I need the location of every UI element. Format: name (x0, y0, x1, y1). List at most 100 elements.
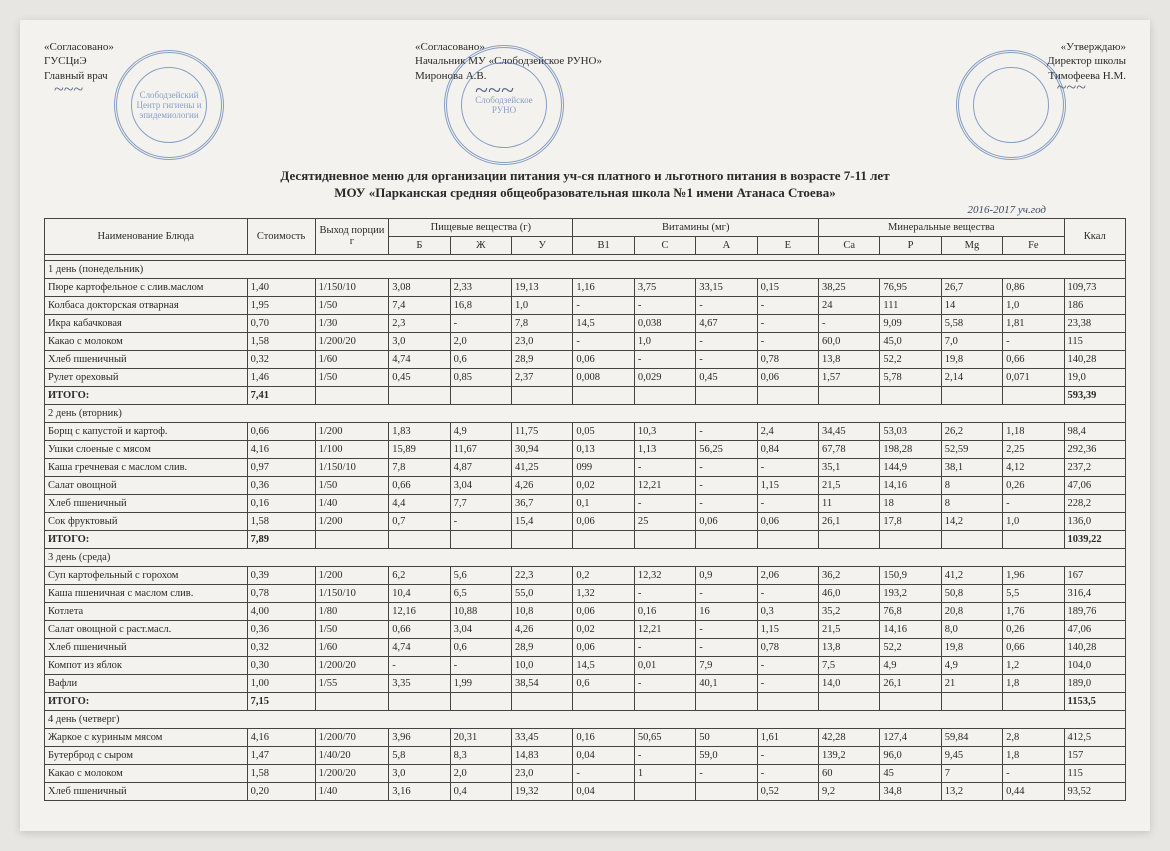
cell-value: 1/50 (315, 296, 389, 314)
cell-value: 1,76 (1003, 602, 1064, 620)
col-kcal: Ккал (1064, 218, 1125, 254)
day-title: 4 день (четверг) (45, 710, 1126, 728)
total-value (941, 386, 1002, 404)
total-value (1003, 386, 1064, 404)
cell-value: 186 (1064, 296, 1125, 314)
cell-value: 13,2 (941, 782, 1002, 800)
day-title: 3 день (среда) (45, 548, 1126, 566)
dish-name: Икра кабачковая (45, 314, 248, 332)
cell-value: 12,21 (634, 476, 695, 494)
cell-value: 0,4 (450, 782, 511, 800)
document-page: «Согласовано» ГУСЦиЭ Главный врач ~~~ «С… (20, 20, 1150, 831)
cell-value: 1/40 (315, 494, 389, 512)
cell-value: 0,06 (573, 602, 634, 620)
cell-value: 2,0 (450, 332, 511, 350)
cell-value: 1/60 (315, 350, 389, 368)
cell-value: - (1003, 332, 1064, 350)
cell-value: 3,75 (634, 278, 695, 296)
cell-value: 316,4 (1064, 584, 1125, 602)
cell-value: 0,36 (247, 476, 315, 494)
cell-value: 98,4 (1064, 422, 1125, 440)
total-value: 7,89 (247, 530, 315, 548)
total-row: ИТОГО:7,891039,22 (45, 530, 1126, 548)
cell-value: 76,8 (880, 602, 941, 620)
total-value (880, 530, 941, 548)
dish-name: Хлеб пшеничный (45, 494, 248, 512)
cell-value: 4,87 (450, 458, 511, 476)
cell-value (696, 782, 757, 800)
cell-value: 26,7 (941, 278, 1002, 296)
dish-name: Какао с молоком (45, 332, 248, 350)
cell-value: 0,16 (247, 494, 315, 512)
dish-name: Пюре картофельное с слив.маслом (45, 278, 248, 296)
table-row: Салат овощной0,361/500,663,044,260,0212,… (45, 476, 1126, 494)
cell-value: 76,95 (880, 278, 941, 296)
cell-value: 0,071 (1003, 368, 1064, 386)
total-value (818, 530, 879, 548)
cell-value: 1,99 (450, 674, 511, 692)
cell-value: 25 (634, 512, 695, 530)
cell-value: 14,16 (880, 620, 941, 638)
cell-value: 111 (880, 296, 941, 314)
cell-value: 10,8 (512, 602, 573, 620)
cell-value: 14,5 (573, 656, 634, 674)
cell-value: 34,45 (818, 422, 879, 440)
cell-value: 7 (941, 764, 1002, 782)
cell-value: 1,32 (573, 584, 634, 602)
cell-value: 0,13 (573, 440, 634, 458)
table-row: Рулет ореховый1,461/500,450,852,370,0080… (45, 368, 1126, 386)
cell-value: 9,2 (818, 782, 879, 800)
cell-value: 26,2 (941, 422, 1002, 440)
total-label: ИТОГО: (45, 692, 248, 710)
total-value (389, 692, 450, 710)
col-name: Наименование Блюда (45, 218, 248, 254)
cell-value: 12,16 (389, 602, 450, 620)
cell-value: 0,15 (757, 278, 818, 296)
cell-value: - (696, 296, 757, 314)
stamp-text: Слободзейский Центр гигиены и эпидемиоло… (131, 67, 207, 143)
cell-value: 13,8 (818, 350, 879, 368)
cell-value: 0,16 (634, 602, 695, 620)
cell-value: - (634, 296, 695, 314)
cell-value: 21 (941, 674, 1002, 692)
cell-value: - (634, 350, 695, 368)
cell-value: 1/50 (315, 368, 389, 386)
cell-value: 13,8 (818, 638, 879, 656)
cell-value: 6,2 (389, 566, 450, 584)
cell-value: 14,2 (941, 512, 1002, 530)
cell-value: 136,0 (1064, 512, 1125, 530)
cell-value: 1,16 (573, 278, 634, 296)
cell-value: 9,09 (880, 314, 941, 332)
cell-value: 4,00 (247, 602, 315, 620)
cell-value: 0,66 (389, 476, 450, 494)
total-value (1003, 530, 1064, 548)
cell-value: 3,04 (450, 620, 511, 638)
cell-value: 7,4 (389, 296, 450, 314)
cell-value: 115 (1064, 764, 1125, 782)
cell-value: 59,0 (696, 746, 757, 764)
cell-value: 1,8 (1003, 746, 1064, 764)
dish-name: Жаркое с куриным мясом (45, 728, 248, 746)
cell-value: 96,0 (880, 746, 941, 764)
cell-value: 0,6 (450, 350, 511, 368)
cell-value: 1/55 (315, 674, 389, 692)
cell-value: 2,8 (1003, 728, 1064, 746)
cell-value: 139,2 (818, 746, 879, 764)
cell-value: 4,12 (1003, 458, 1064, 476)
cell-value: 292,36 (1064, 440, 1125, 458)
cell-value: 0,16 (573, 728, 634, 746)
cell-value: 28,9 (512, 350, 573, 368)
cell-value: 140,28 (1064, 350, 1125, 368)
table-row: Салат овощной с раст.масл.0,361/500,663,… (45, 620, 1126, 638)
total-value (880, 692, 941, 710)
dish-name: Каша гречневая с маслом слив. (45, 458, 248, 476)
cell-value: 1,96 (1003, 566, 1064, 584)
dish-name: Хлеб пшеничный (45, 782, 248, 800)
total-value: 1039,22 (1064, 530, 1125, 548)
cell-value: 46,0 (818, 584, 879, 602)
total-value (573, 692, 634, 710)
cell-value: 14,0 (818, 674, 879, 692)
cell-value: 19,8 (941, 638, 1002, 656)
cell-value: 52,2 (880, 638, 941, 656)
cell-value: 0,9 (696, 566, 757, 584)
